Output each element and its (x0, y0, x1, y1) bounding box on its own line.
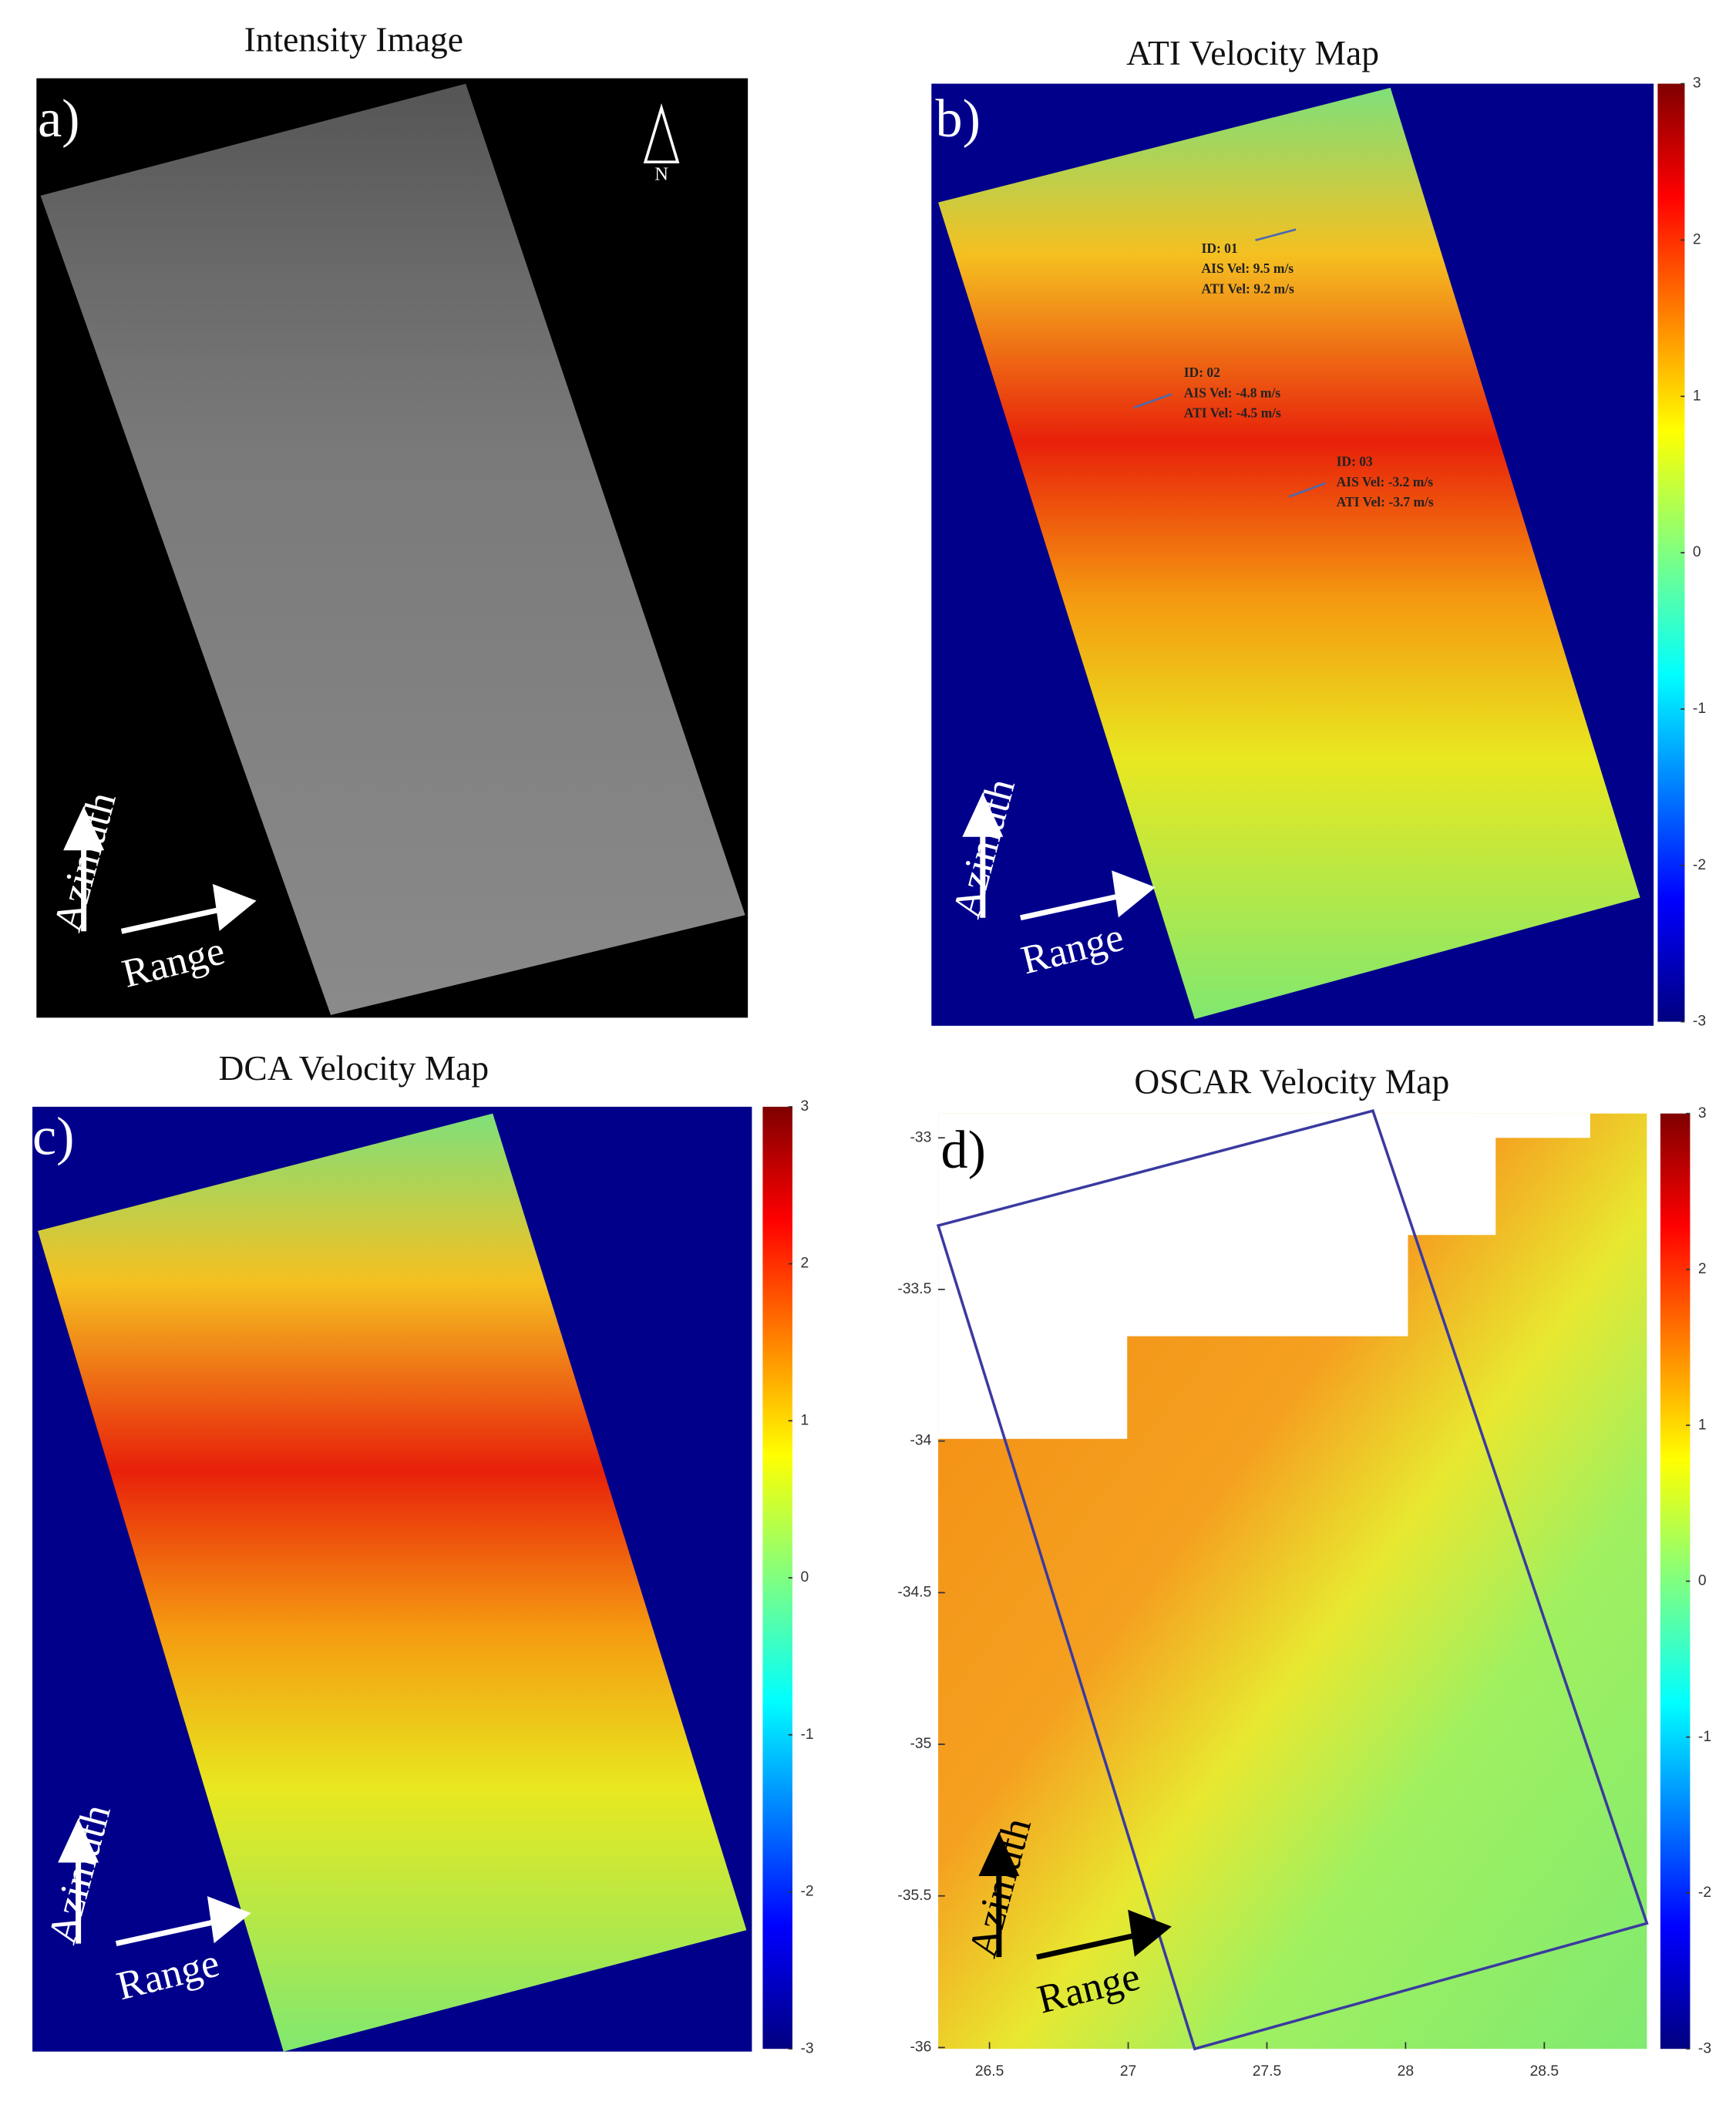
colorbar (1657, 83, 1685, 1022)
panel-title: Intensity Image (244, 19, 463, 59)
colorbar-tick-label: 3 (1698, 1105, 1707, 1121)
colorbar-tick-label: -3 (1693, 1014, 1706, 1030)
annotation-ati: ATI Vel: -4.5 m/s (1184, 405, 1281, 421)
x-tick-label: 27 (1120, 2063, 1136, 2080)
x-tick-label: 27.5 (1253, 2063, 1281, 2080)
colorbar-tick-label: 0 (800, 1569, 809, 1585)
colorbar-tick-label: 0 (1698, 1573, 1707, 1589)
velocity-image (938, 87, 1640, 1020)
y-tick-label: -33 (910, 1129, 931, 1145)
annotation-ais: AIS Vel: -3.2 m/s (1337, 474, 1434, 489)
north-arrow (643, 103, 680, 163)
y-tick-label: -34 (910, 1433, 931, 1449)
panel-title: OSCAR Velocity Map (1134, 1061, 1449, 1101)
y-tick-label: -35.5 (897, 1888, 931, 1904)
colorbar-tick-label: 3 (800, 1098, 809, 1115)
x-tick-label: 28 (1398, 2063, 1414, 2080)
panel-label: d) (941, 1121, 986, 1180)
panel-title: DCA Velocity Map (219, 1048, 490, 1088)
colorbar-tick-label: 2 (1698, 1261, 1707, 1277)
colorbar (1660, 1113, 1691, 2049)
annotation-ais: AIS Vel: -4.8 m/s (1184, 385, 1281, 400)
annotation-ati: ATI Vel: -3.7 m/s (1337, 494, 1434, 509)
annotation-id: ID: 03 (1337, 454, 1373, 469)
colorbar-tick-label: -2 (1698, 1885, 1711, 1901)
y-tick-label: -35 (910, 1736, 931, 1752)
colorbar-tick-label: -3 (1698, 2040, 1711, 2056)
annotation-id: ID: 01 (1202, 240, 1238, 256)
arrow (962, 792, 1156, 921)
colorbar-tick-label: 0 (1693, 544, 1701, 560)
panel-title: ATI Velocity Map (1126, 33, 1379, 72)
y-tick-label: -34.5 (897, 1584, 931, 1600)
colorbar-tick-label: -2 (800, 1884, 813, 1900)
x-tick-label: 28.5 (1530, 2063, 1559, 2080)
colorbar-tick-label: -1 (1693, 701, 1706, 717)
arrow (58, 1818, 251, 1947)
colorbar-tick-label: -2 (1693, 857, 1706, 873)
colorbar-tick-label: 1 (1698, 1417, 1707, 1433)
colorbar-tick-label: -1 (1698, 1729, 1711, 1745)
colorbar-tick-label: 1 (1693, 388, 1701, 404)
north-label: N (654, 163, 668, 184)
arrow (978, 1831, 1172, 1960)
arrow (63, 805, 257, 934)
annotation-arrow (1288, 482, 1327, 498)
colorbar-tick-label: 1 (800, 1412, 809, 1428)
colorbar-tick-label: 2 (800, 1256, 809, 1272)
annotation-id: ID: 02 (1184, 365, 1220, 380)
footprint (936, 1109, 1649, 2051)
colorbar (762, 1106, 792, 2049)
colorbar-tick-label: 2 (1693, 232, 1701, 248)
no-data (938, 1113, 1590, 1439)
y-tick-label: -33.5 (897, 1281, 931, 1297)
x-tick-label: 26.5 (975, 2063, 1004, 2080)
panel-label: c) (32, 1108, 74, 1167)
colorbar-tick-label: 3 (1693, 76, 1701, 92)
intensity-image (40, 83, 745, 1015)
panel-label: a) (38, 89, 79, 149)
annotation-ais: AIS Vel: 9.5 m/s (1202, 261, 1294, 276)
annotation-arrow (1255, 228, 1297, 241)
panel-label: b) (936, 89, 981, 149)
annotation-ati: ATI Vel: 9.2 m/s (1202, 281, 1294, 297)
velocity-image (38, 1113, 747, 2052)
colorbar-tick-label: -1 (800, 1727, 813, 1743)
y-tick-label: -36 (910, 2039, 931, 2056)
colorbar-tick-label: -3 (800, 2040, 813, 2056)
annotation-arrow (1133, 393, 1172, 409)
